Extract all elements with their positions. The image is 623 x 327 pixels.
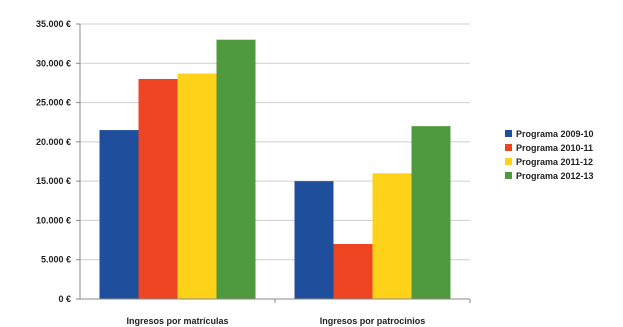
bar: [372, 173, 412, 299]
bar: [216, 39, 256, 299]
y-tick-label: 0 €: [58, 294, 71, 304]
y-tick-label: 25.000 €: [36, 98, 71, 108]
legend-swatch: [505, 158, 512, 165]
y-tick-label: 15.000 €: [36, 176, 71, 186]
y-tick-label: 20.000 €: [36, 137, 71, 147]
y-axis-ticks: 0 € 5.000 € 10.000 € 15.000 € 20.000 € 25.000…: [36, 19, 80, 304]
legend-swatch: [505, 130, 512, 137]
legend: Programa 2009-10 Programa 2010-11 Programa…: [505, 129, 594, 181]
y-tick-label: 5.000 €: [41, 255, 71, 265]
legend-label: Programa 2011-12: [516, 157, 593, 167]
legend-label: Programa 2012-13: [516, 171, 594, 181]
legend-label: Programa 2009-10: [516, 129, 594, 139]
y-tick-label: 10.000 €: [36, 215, 71, 225]
bar: [177, 73, 217, 299]
legend-swatch: [505, 172, 512, 179]
legend-label: Programa 2010-11: [516, 143, 593, 153]
bar: [294, 181, 334, 299]
bar: [333, 244, 373, 299]
category-label: Ingresos por matrículas: [126, 316, 228, 326]
category-label: Ingresos por patrocinios: [320, 316, 426, 326]
bar: [411, 126, 451, 300]
y-tick-label: 30.000 €: [36, 58, 71, 68]
bars: [99, 39, 451, 300]
legend-swatch: [505, 144, 512, 151]
y-tick-label: 35.000 €: [36, 19, 71, 29]
axes: [79, 24, 470, 300]
bar: [99, 130, 139, 299]
category-labels: Ingresos por matrículas Ingresos por patr…: [126, 299, 471, 326]
bar: [138, 79, 178, 299]
